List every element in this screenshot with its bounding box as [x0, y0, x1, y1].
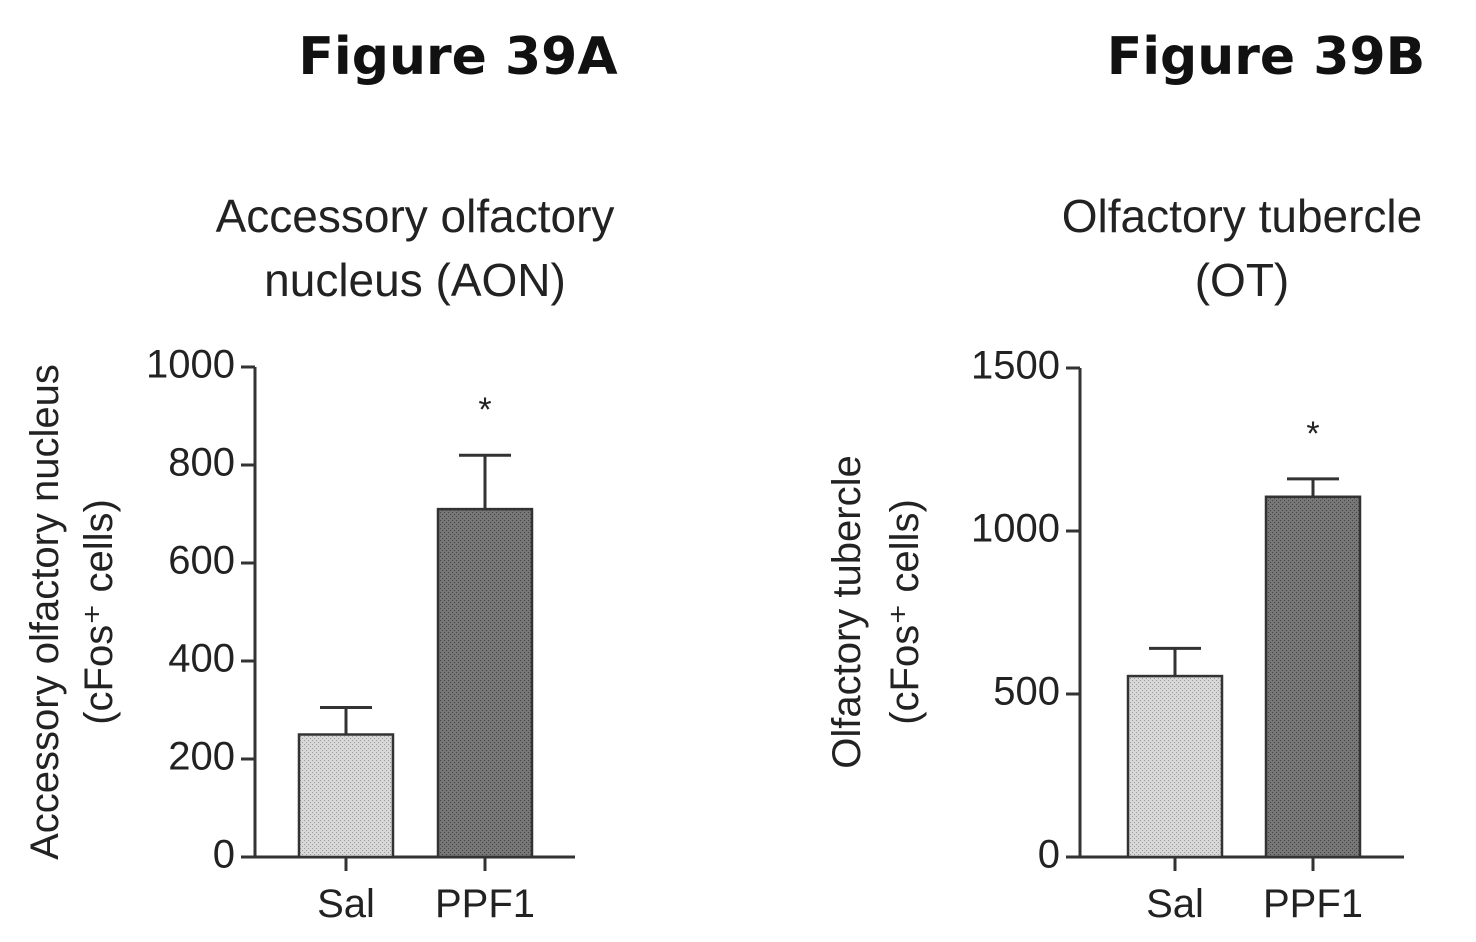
chart-title-line: Olfactory tubercle [1062, 190, 1422, 242]
chart-title-line: Accessory olfactory [216, 190, 615, 242]
y-tick-label: 200 [168, 735, 235, 779]
y-tick-label: 1500 [971, 344, 1060, 388]
y-tick-label: 800 [168, 441, 235, 485]
x-category-label: Sal [1146, 882, 1204, 926]
x-category-label: PPF1 [435, 882, 535, 926]
chart-a: Figure 39A Accessory olfactory nucleus (AO… [23, 27, 618, 926]
y-tick-label: 0 [213, 833, 235, 877]
chart-title-line: nucleus (AON) [264, 254, 566, 306]
y-tick-label: 400 [168, 637, 235, 681]
bar-ppf1 [1264, 495, 1362, 859]
chart-title-line: (OT) [1195, 254, 1290, 306]
y-axis-label-line: (cFos⁺ cells) [883, 499, 927, 725]
x-category-label: PPF1 [1263, 882, 1363, 926]
significance-marker: * [478, 391, 491, 429]
bar-sal [1126, 674, 1224, 859]
chart-b: Figure 39B Olfactory tubercle (OT) Olfactor… [825, 27, 1425, 926]
bar-ppf1 [436, 507, 534, 859]
significance-marker: * [1306, 415, 1319, 453]
y-tick-label: 0 [1038, 833, 1060, 877]
y-tick-label: 600 [168, 539, 235, 583]
y-axis-label-line: (cFos⁺ cells) [77, 499, 121, 725]
y-axis-label-line: Accessory olfactory nucleus [23, 364, 67, 860]
y-tick-label: 500 [993, 670, 1060, 714]
bar-sal [297, 733, 395, 859]
figure-label: Figure 39B [1107, 27, 1426, 87]
y-axis-label-line: Olfactory tubercle [825, 455, 869, 768]
y-tick-label: 1000 [971, 507, 1060, 551]
y-tick-label: 1000 [146, 343, 235, 387]
x-category-label: Sal [317, 882, 375, 926]
figure-label: Figure 39A [298, 27, 617, 87]
